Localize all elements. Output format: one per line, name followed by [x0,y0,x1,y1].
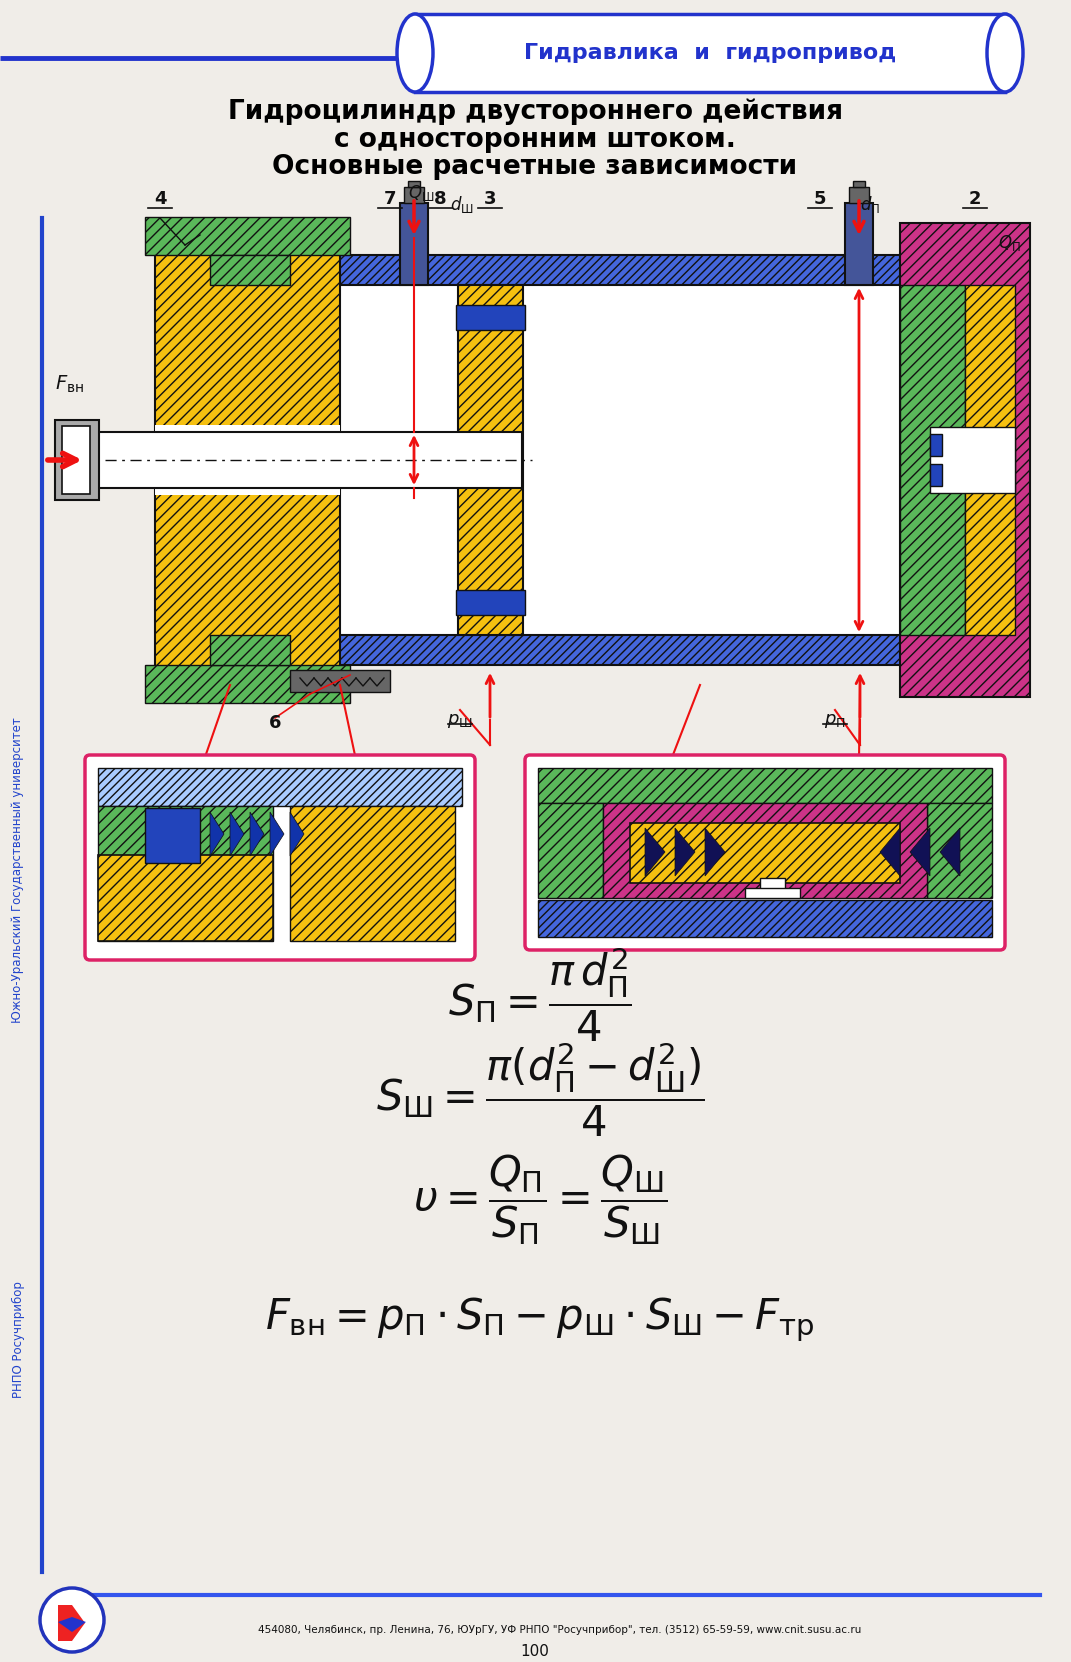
Bar [155,425,340,495]
Text: Гидроцилиндр двустороннего действия: Гидроцилиндр двустороннего действия [227,98,843,125]
Text: $p_{\rm П}$: $p_{\rm П}$ [825,711,846,730]
Polygon shape [250,813,263,856]
Polygon shape [880,828,900,876]
Bar [62,425,90,494]
Text: $S_{\Pi} = \dfrac{\pi \, d_{\Pi}^{2}}{4}$: $S_{\Pi} = \dfrac{\pi \, d_{\Pi}^{2}}{4}… [448,946,632,1044]
Text: 7: 7 [383,189,396,208]
Text: $S_{\text{Ш}} = \dfrac{\pi(d_{\Pi}^{2} - d_{\text{Ш}}^{2})}{4}$: $S_{\text{Ш}} = \dfrac{\pi(d_{\Pi}^{2} -… [376,1040,705,1138]
Bar [408,181,420,188]
Bar [404,188,424,203]
Bar [210,254,290,284]
Text: $p_{\rm Ш}$: $p_{\rm Ш}$ [447,711,473,730]
Bar [155,224,340,695]
Text: $Q_{\rm П}$: $Q_{\rm П}$ [998,233,1021,253]
Text: $d_{\rm Ш}$: $d_{\rm Ш}$ [450,194,473,214]
Bar [145,808,200,863]
Bar [145,665,350,703]
Bar [745,888,800,897]
Bar [456,306,525,331]
Polygon shape [230,813,244,856]
Bar [538,803,603,897]
Text: $F_{\rm вн}$: $F_{\rm вн}$ [55,374,84,396]
Bar [900,223,1030,696]
Bar [290,806,455,941]
Text: $d_{\rm П}$: $d_{\rm П}$ [860,194,880,214]
Polygon shape [705,828,725,876]
Ellipse shape [987,13,1023,91]
Text: $\upsilon = \dfrac{Q_{\Pi}}{S_{\Pi}} = \dfrac{Q_{\text{Ш}}}{S_{\text{Ш}}}$: $\upsilon = \dfrac{Q_{\Pi}}{S_{\Pi}} = \… [412,1152,667,1248]
Polygon shape [210,813,224,856]
Bar [55,420,99,500]
Bar [965,284,1015,635]
Bar [927,803,992,897]
Polygon shape [58,1617,86,1632]
Bar [538,901,992,937]
Bar [414,13,1005,91]
Ellipse shape [397,13,433,91]
Polygon shape [270,813,284,856]
Bar [210,254,920,284]
Bar [630,823,900,883]
Text: 100: 100 [521,1644,549,1659]
FancyBboxPatch shape [85,755,476,961]
Polygon shape [675,828,695,876]
Polygon shape [645,828,665,876]
Text: 5: 5 [814,189,826,208]
Circle shape [40,1587,104,1652]
Text: 4: 4 [154,189,166,208]
Text: 3: 3 [484,189,496,208]
Bar [290,670,390,691]
Bar [603,803,927,897]
Polygon shape [910,828,930,876]
Text: 8: 8 [434,189,447,208]
Text: Гидравлика  и  гидропривод: Гидравлика и гидропривод [524,43,896,63]
FancyBboxPatch shape [525,755,1005,951]
Bar [399,203,428,284]
Bar [930,434,942,455]
Bar [99,854,273,941]
Bar [210,635,290,665]
Bar [853,181,865,188]
Polygon shape [290,813,304,856]
Bar [930,427,1015,494]
Bar [900,284,965,635]
Bar [845,203,873,284]
Text: 2: 2 [969,189,981,208]
Text: с односторонним штоком.: с односторонним штоком. [334,126,736,153]
Text: $Q_{\rm Ш}$: $Q_{\rm Ш}$ [408,183,435,203]
Bar [210,284,920,635]
Bar [849,188,869,203]
Bar [456,590,525,615]
Bar [145,218,350,254]
Bar [60,432,522,489]
Text: Южно-Уральский Государственный университет: Южно-Уральский Государственный университ… [12,716,25,1022]
Polygon shape [58,1605,85,1640]
Bar [538,768,992,803]
Bar [99,806,273,941]
Text: РНПО Росучприбор: РНПО Росучприбор [12,1281,25,1398]
Bar [458,284,523,635]
Text: 454080, Челябинск, пр. Ленина, 76, ЮУрГУ, УФ РНПО "Росучприбор", тел. (3512) 65-: 454080, Челябинск, пр. Ленина, 76, ЮУрГУ… [258,1625,862,1635]
Bar [210,635,920,665]
Polygon shape [940,828,960,876]
Text: Основные расчетные зависимости: Основные расчетные зависимости [272,155,798,179]
Text: 6: 6 [269,715,282,731]
Bar [930,464,942,485]
Bar [760,878,785,889]
Text: $F_{\text{вн}} = p_{\Pi} \cdot S_{\Pi} - p_{\text{Ш}} \cdot S_{\text{Ш}} - F_{\t: $F_{\text{вн}} = p_{\Pi} \cdot S_{\Pi} -… [266,1296,815,1345]
Bar [99,768,462,806]
